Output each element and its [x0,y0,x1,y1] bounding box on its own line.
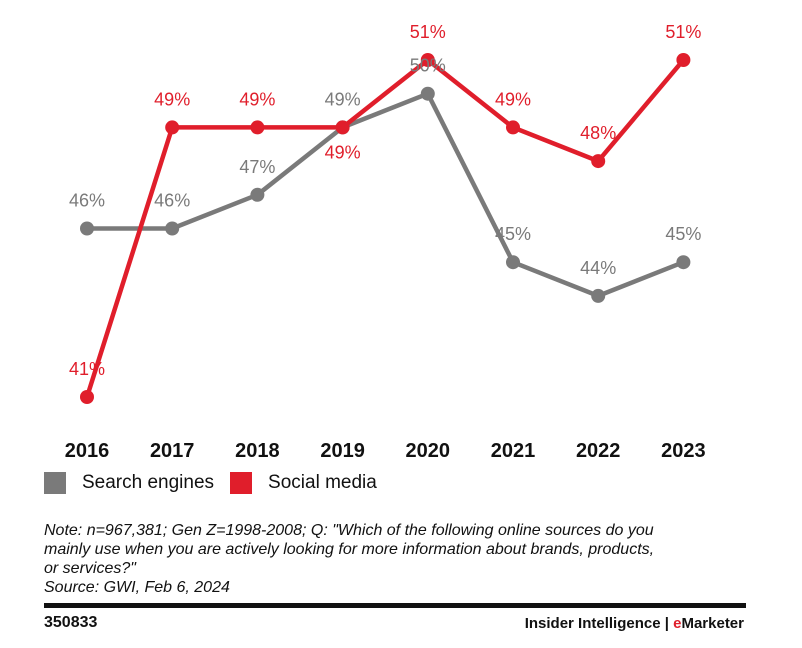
data-label-social-media-2021: 49% [495,89,531,109]
data-point-search-engines-2023 [676,255,691,270]
data-point-social-media-2022 [591,154,606,169]
legend-item-search-engines: Search engines [44,472,214,494]
legend-item-social-media: Social media [230,472,377,494]
data-point-social-media-2019 [335,120,350,135]
data-point-search-engines-2017 [165,221,180,236]
data-point-search-engines-2022 [591,288,606,303]
chart-id: 350833 [44,614,98,631]
data-label-search-engines-2016: 46% [69,191,105,211]
data-label-search-engines-2019: 49% [325,89,361,109]
brand-logo: Insider Intelligence | eMarketer [525,615,744,632]
footer-divider [44,603,746,608]
legend: Search engines Social media [44,472,393,494]
data-point-social-media-2017 [165,120,180,135]
x-tick-label-2016: 2016 [65,440,110,462]
series-line-search-engines [84,91,686,299]
chart-note: Note: n=967,381; Gen Z=1998-2008; Q: "Wh… [44,521,764,597]
x-tick-label-2021: 2021 [491,440,536,462]
data-label-social-media-2023: 51% [665,22,701,42]
data-point-social-media-2018 [250,120,265,135]
brand-e: e [673,615,682,632]
brand-insider-intelligence: Insider Intelligence [524,615,661,632]
data-point-search-engines-2021 [506,255,520,270]
note-source: Source: GWI, Feb 6, 2024 [44,579,230,596]
data-point-social-media-2021 [506,120,520,135]
data-label-search-engines-2018: 47% [239,157,275,177]
legend-swatch-search-engines [44,472,66,494]
data-point-search-engines-2020 [420,86,435,101]
data-point-search-engines-2018 [250,187,265,202]
data-label-social-media-2017: 49% [154,89,190,109]
series-line-social-media [84,57,686,400]
legend-swatch-social-media [230,472,253,494]
data-label-search-engines-2022: 44% [580,258,616,278]
data-label-search-engines-2017: 46% [154,191,190,211]
x-tick-label-2022: 2022 [576,440,621,462]
legend-label-social-media: Social media [268,472,377,493]
note-line-2: mainly use when you are actively looking… [44,541,655,558]
data-label-social-media-2022: 48% [580,123,616,143]
data-label-search-engines-2021: 45% [495,224,531,244]
brand-separator: | [660,615,674,632]
note-line-3: or services?" [44,560,136,577]
brand-marketer: Marketer [681,615,744,632]
x-tick-label-2020: 2020 [406,440,451,462]
data-label-social-media-2018: 49% [239,89,275,109]
x-tick-label-2019: 2019 [320,440,365,462]
data-point-social-media-2020 [420,53,435,67]
data-point-social-media-2016 [80,390,94,404]
line-chart: 2016 2017 2018 2019 2020 2021 2022 2023 46% 46% 47… [65,22,706,462]
x-tick-label-2018: 2018 [235,440,280,462]
data-point-search-engines-2016 [80,221,94,236]
data-label-social-media-2016: 41% [69,359,105,379]
data-point-social-media-2023 [676,53,691,67]
x-tick-label-2023: 2023 [661,440,706,462]
data-label-social-media-2019: 49% [325,142,361,162]
data-label-search-engines-2020: 50% [410,56,446,76]
data-label-social-media-2020: 51% [410,22,446,42]
note-line-1: Note: n=967,381; Gen Z=1998-2008; Q: "Wh… [44,522,654,539]
legend-label-search-engines: Search engines [82,472,215,493]
data-label-search-engines-2023: 45% [665,224,701,244]
x-tick-label-2017: 2017 [150,440,195,462]
